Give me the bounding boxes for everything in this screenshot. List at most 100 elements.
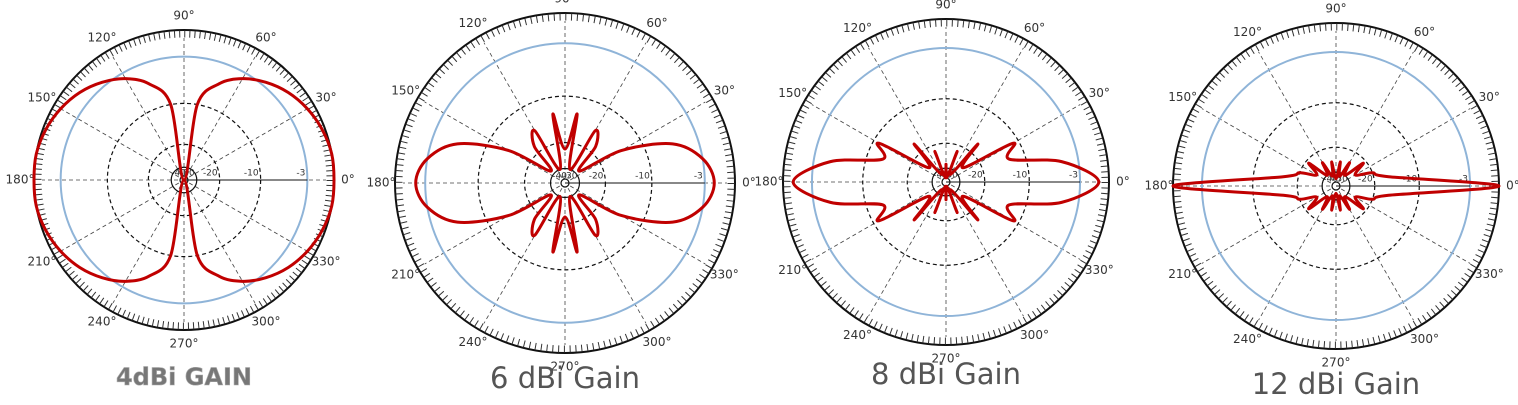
- angle-label: 30°: [315, 91, 336, 105]
- range-label: -40: [552, 172, 567, 182]
- angle-label: 30°: [1089, 86, 1110, 100]
- spoke: [483, 42, 563, 179]
- angle-label: 210°: [391, 268, 420, 282]
- spoke: [1201, 108, 1332, 184]
- polar-chart: 0° 30° 60° 90° 120° 150° 180° 210° 240° 270° 300° 3…: [367, 0, 756, 395]
- spoke: [948, 186, 1024, 317]
- angle-label: 60°: [1024, 21, 1045, 35]
- range-label: -10: [244, 169, 259, 179]
- angle-label: 210°: [778, 263, 807, 277]
- angle-label: 150°: [28, 91, 57, 105]
- angle-label: 270°: [1322, 356, 1351, 370]
- range-label: -40: [171, 169, 186, 179]
- spoke: [811, 104, 942, 180]
- spoke: [868, 47, 944, 178]
- angle-label: 240°: [88, 315, 117, 329]
- range-label: -30: [563, 172, 578, 182]
- angle-label: 120°: [843, 21, 872, 35]
- spoke: [112, 56, 182, 176]
- angle-label: 240°: [843, 328, 872, 342]
- spoke: [1258, 51, 1334, 182]
- outer-ring: [782, 18, 1110, 346]
- spoke: [188, 182, 308, 252]
- polar-chart: 0° 30° 60° 90° 120° 150° 180° 210° 240° 270° 300° 3…: [755, 0, 1130, 391]
- spoke: [1340, 108, 1471, 184]
- range-label: -20: [1358, 175, 1373, 185]
- angle-label: 300°: [1410, 332, 1439, 346]
- outer-ring: [394, 12, 736, 354]
- spoke: [186, 184, 256, 304]
- spoke: [188, 108, 308, 178]
- angle-label: 90°: [554, 0, 575, 6]
- spoke: [60, 182, 180, 252]
- angle-label: 180°: [6, 173, 35, 187]
- spoke: [948, 47, 1024, 178]
- polar-chart: 0° 30° 60° 90° 120° 150° 180° 210° 240° 270° 300° 3…: [6, 9, 355, 392]
- angle-label: 30°: [714, 84, 735, 98]
- spoke: [950, 184, 1081, 260]
- spoke: [567, 187, 647, 324]
- angle-label: 300°: [1020, 328, 1049, 342]
- angle-label: 90°: [1325, 2, 1346, 16]
- spoke: [1340, 188, 1471, 264]
- angle-label: 120°: [88, 30, 117, 44]
- angle-label: 330°: [312, 255, 341, 269]
- outer-hatch: [34, 30, 334, 330]
- angle-label: 0°: [742, 176, 756, 190]
- angle-label: 150°: [1168, 90, 1197, 104]
- spoke: [60, 108, 180, 178]
- range-label: -3: [694, 172, 703, 182]
- angle-label: 150°: [391, 84, 420, 98]
- spoke: [424, 185, 561, 265]
- angle-label: 210°: [1168, 267, 1197, 281]
- outer-hatch: [783, 19, 1109, 345]
- outer-hatch: [1173, 23, 1499, 349]
- caption: 4dBi GAIN: [116, 363, 252, 391]
- angle-label: 120°: [1233, 25, 1262, 39]
- radiation-pattern: [791, 141, 1101, 223]
- angle-label: 180°: [367, 176, 396, 190]
- angle-label: 90°: [173, 9, 194, 23]
- spoke: [112, 184, 182, 304]
- angle-label: 30°: [1479, 90, 1500, 104]
- angle-label: 270°: [170, 337, 199, 351]
- range-label: -3: [1459, 175, 1468, 185]
- angle-label: 60°: [1414, 25, 1435, 39]
- angle-label: 300°: [252, 315, 281, 329]
- radiation-pattern: [1171, 160, 1501, 212]
- spoke: [1258, 190, 1334, 321]
- angle-label: 0°: [1116, 175, 1130, 189]
- angle-label: 270°: [551, 360, 580, 374]
- spoke: [483, 187, 563, 324]
- spoke: [1201, 188, 1332, 264]
- spoke: [424, 101, 561, 181]
- angle-label: 330°: [1475, 267, 1504, 281]
- angle-label: 300°: [643, 335, 672, 349]
- angle-label: 150°: [778, 86, 807, 100]
- spoke: [1338, 190, 1414, 321]
- spoke: [569, 101, 706, 181]
- spoke: [950, 104, 1081, 180]
- angle-label: 60°: [255, 30, 276, 44]
- outer-hatch: [395, 13, 735, 353]
- radiation-pattern: [32, 77, 336, 283]
- range-label: -20: [589, 172, 604, 182]
- range-label: -3: [296, 169, 305, 179]
- range-label: -30: [1333, 175, 1348, 185]
- spoke: [868, 186, 944, 317]
- spoke: [569, 185, 706, 265]
- caption: 6 dBi Gain: [490, 361, 640, 395]
- range-label: -20: [203, 169, 218, 179]
- angle-label: 180°: [1145, 179, 1174, 193]
- angle-label: 210°: [28, 255, 57, 269]
- radiation-pattern: [414, 112, 716, 254]
- spoke: [1338, 51, 1414, 182]
- angle-label: 240°: [1233, 332, 1262, 346]
- angle-label: 330°: [1085, 263, 1114, 277]
- angle-label: 330°: [710, 268, 739, 282]
- caption: 8 dBi Gain: [871, 357, 1021, 391]
- caption: 12 dBi Gain: [1252, 367, 1420, 401]
- angle-label: 120°: [459, 16, 488, 30]
